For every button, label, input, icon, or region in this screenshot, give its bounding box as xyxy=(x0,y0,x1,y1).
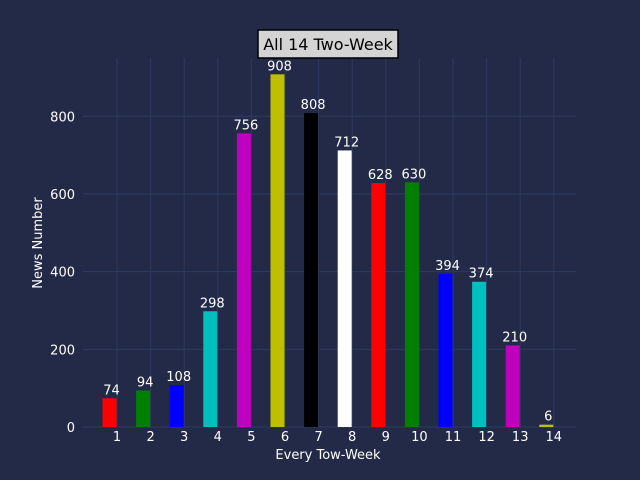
data-label: 210 xyxy=(502,330,527,345)
x-tick-label: 8 xyxy=(348,430,356,445)
bar xyxy=(102,398,117,427)
bar xyxy=(236,133,251,427)
x-tick-label: 2 xyxy=(146,430,154,445)
data-label: 374 xyxy=(469,267,494,282)
chart-title: All 14 Two-Week xyxy=(257,29,399,59)
x-tick-label: 5 xyxy=(247,430,255,445)
x-tick-label: 3 xyxy=(180,430,188,445)
data-label: 808 xyxy=(301,98,326,113)
x-tick-label: 13 xyxy=(512,430,529,445)
data-label: 108 xyxy=(166,370,191,385)
x-tick-label: 10 xyxy=(411,430,428,445)
data-labels: 74 94 108 298 756 908 808 712 628 630 394 374 210 6 xyxy=(103,59,552,424)
bar xyxy=(438,273,453,427)
x-tick-label: 6 xyxy=(281,430,289,445)
bar xyxy=(304,113,319,427)
data-label: 712 xyxy=(334,135,359,150)
bar xyxy=(270,74,285,427)
title-box xyxy=(257,29,399,59)
grid-lines xyxy=(83,58,576,428)
x-tick-label: 9 xyxy=(382,430,390,445)
x-axis-label: Every Tow-Week xyxy=(275,448,381,463)
bar xyxy=(169,385,184,427)
x-tick-label: 14 xyxy=(546,430,563,445)
bar xyxy=(371,183,386,427)
y-tick-label: 400 xyxy=(50,266,75,281)
x-tick-label: 12 xyxy=(478,430,495,445)
x-tick-label: 4 xyxy=(214,430,222,445)
y-axis-label: News Number xyxy=(31,197,46,289)
y-tick-label: 200 xyxy=(50,343,75,358)
y-tick-label: 0 xyxy=(67,421,75,436)
data-label: 94 xyxy=(137,375,154,390)
bar xyxy=(505,345,520,427)
data-label: 298 xyxy=(200,296,225,311)
data-label: 756 xyxy=(233,118,258,133)
data-label: 394 xyxy=(435,259,460,274)
y-tick-label: 600 xyxy=(50,188,75,203)
x-tick-label: 11 xyxy=(445,430,462,445)
x-tick-label: 7 xyxy=(314,430,322,445)
data-label: 628 xyxy=(368,168,393,183)
data-label: 6 xyxy=(544,410,552,425)
title-text: All 14 Two-Week xyxy=(263,35,393,54)
bar xyxy=(404,182,419,427)
bar xyxy=(539,424,554,427)
data-label: 908 xyxy=(267,59,292,74)
data-label: 74 xyxy=(103,383,120,398)
x-tick-labels: 1 2 3 4 5 6 7 8 9 10 11 12 13 14 xyxy=(113,430,562,445)
bars xyxy=(102,74,554,427)
bar xyxy=(472,281,487,427)
bar xyxy=(136,390,151,427)
x-tick-label: 1 xyxy=(113,430,121,445)
bar xyxy=(203,311,218,427)
bar xyxy=(337,150,352,427)
y-tick-label: 800 xyxy=(50,110,75,125)
y-tick-labels: 0 200 400 600 800 xyxy=(50,110,75,436)
data-label: 630 xyxy=(401,167,426,182)
